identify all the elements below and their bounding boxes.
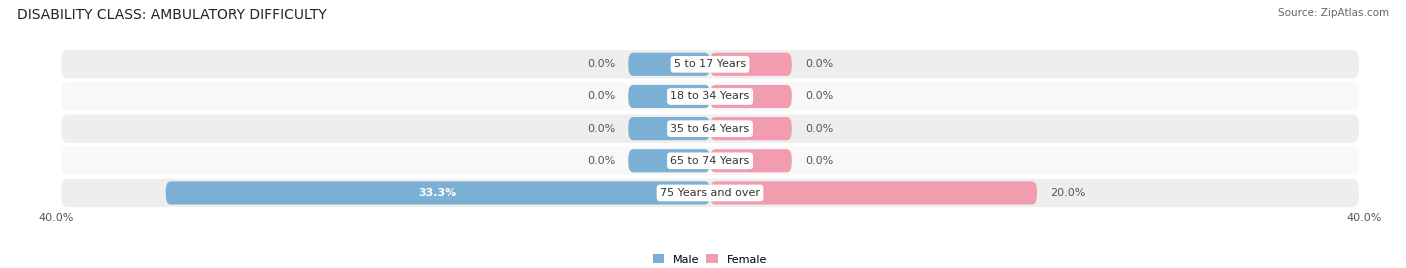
Text: 0.0%: 0.0%: [586, 59, 616, 69]
Text: 0.0%: 0.0%: [804, 59, 834, 69]
FancyBboxPatch shape: [710, 53, 792, 76]
FancyBboxPatch shape: [710, 149, 792, 172]
Text: 0.0%: 0.0%: [804, 91, 834, 102]
Text: 33.3%: 33.3%: [419, 188, 457, 198]
FancyBboxPatch shape: [60, 147, 1360, 175]
Text: 75 Years and over: 75 Years and over: [659, 188, 761, 198]
Text: 18 to 34 Years: 18 to 34 Years: [671, 91, 749, 102]
Text: 0.0%: 0.0%: [586, 91, 616, 102]
Text: 0.0%: 0.0%: [804, 156, 834, 166]
Text: 35 to 64 Years: 35 to 64 Years: [671, 124, 749, 134]
Text: 65 to 74 Years: 65 to 74 Years: [671, 156, 749, 166]
FancyBboxPatch shape: [710, 181, 1038, 204]
Text: 0.0%: 0.0%: [804, 124, 834, 134]
Text: 0.0%: 0.0%: [586, 124, 616, 134]
FancyBboxPatch shape: [60, 179, 1360, 207]
Text: 0.0%: 0.0%: [586, 156, 616, 166]
FancyBboxPatch shape: [60, 82, 1360, 111]
Text: 5 to 17 Years: 5 to 17 Years: [673, 59, 747, 69]
FancyBboxPatch shape: [60, 50, 1360, 79]
FancyBboxPatch shape: [710, 85, 792, 108]
FancyBboxPatch shape: [60, 114, 1360, 143]
FancyBboxPatch shape: [628, 117, 710, 140]
Text: DISABILITY CLASS: AMBULATORY DIFFICULTY: DISABILITY CLASS: AMBULATORY DIFFICULTY: [17, 8, 326, 22]
FancyBboxPatch shape: [710, 117, 792, 140]
FancyBboxPatch shape: [628, 149, 710, 172]
FancyBboxPatch shape: [166, 181, 710, 204]
Text: 20.0%: 20.0%: [1050, 188, 1085, 198]
FancyBboxPatch shape: [628, 85, 710, 108]
FancyBboxPatch shape: [628, 53, 710, 76]
Legend: Male, Female: Male, Female: [654, 255, 766, 265]
Text: Source: ZipAtlas.com: Source: ZipAtlas.com: [1278, 8, 1389, 18]
